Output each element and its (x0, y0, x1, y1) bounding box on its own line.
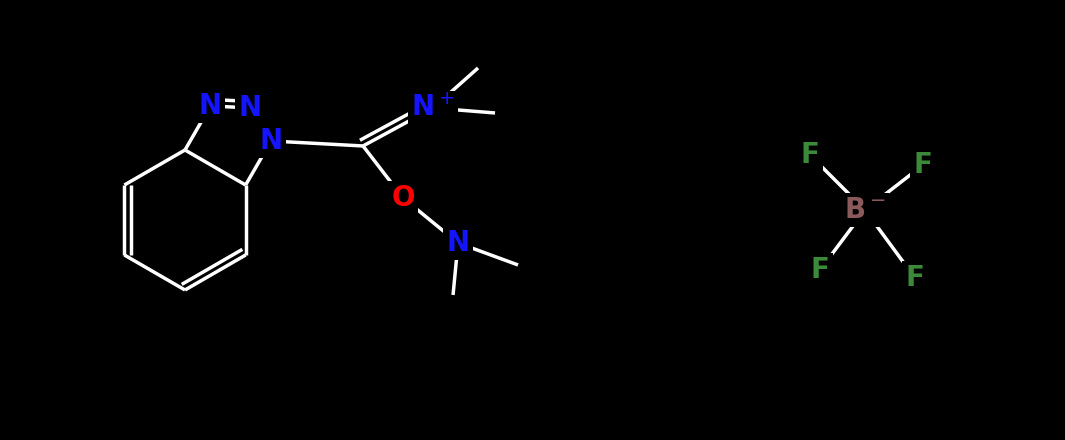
Text: F: F (801, 141, 819, 169)
Text: N: N (260, 127, 282, 155)
Text: F: F (905, 264, 924, 292)
Text: N: N (199, 92, 222, 120)
Text: F: F (810, 256, 830, 284)
Text: N$^+$: N$^+$ (411, 94, 455, 122)
Text: N: N (239, 94, 261, 122)
Text: B$^-$: B$^-$ (845, 196, 886, 224)
Text: O: O (391, 184, 414, 212)
Text: N: N (446, 229, 470, 257)
Text: F: F (914, 151, 933, 179)
